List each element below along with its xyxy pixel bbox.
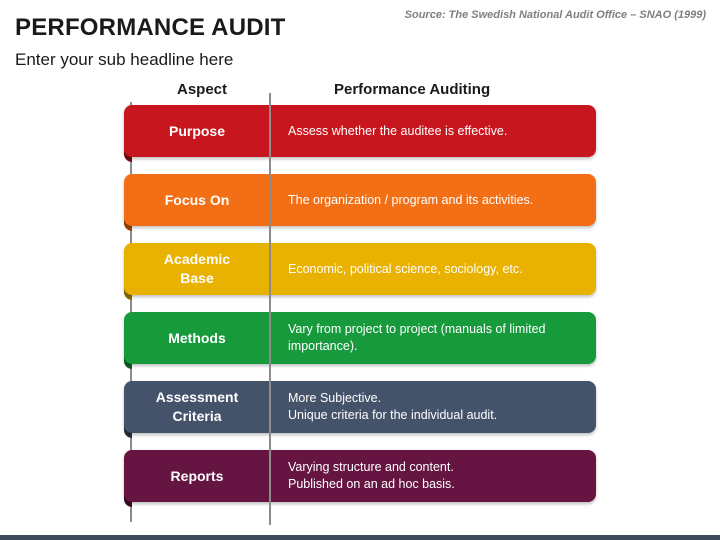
row-description: More Subjective. Unique criteria for the… xyxy=(288,391,498,422)
table-row: Focus On The organization / program and i… xyxy=(124,174,596,231)
row-description: Varying structure and content. Published… xyxy=(288,460,455,491)
table-row: Methods Vary from project to project (man… xyxy=(124,312,596,369)
row-bar: Purpose Assess whether the auditee is eff… xyxy=(124,105,596,157)
page-subtitle: Enter your sub headline here xyxy=(15,50,234,69)
table-row: Academic Base Economic, political science… xyxy=(124,243,596,300)
footer-bar xyxy=(0,535,720,540)
table-row: Purpose Assess whether the auditee is eff… xyxy=(124,105,596,162)
row-aspect-label: Methods xyxy=(168,329,226,346)
row-aspect-label: Reports xyxy=(170,467,224,484)
row-description: Economic, political science, sociology, … xyxy=(288,261,523,276)
table-row: Reports Varying structure and content. Pu… xyxy=(124,450,596,507)
row-aspect-label: Academic Base xyxy=(163,251,231,286)
row-bar: Methods Vary from project to project (man… xyxy=(124,312,596,364)
row-description: Vary from project to project (manuals of… xyxy=(288,322,546,353)
table-row: Assessment Criteria More Subjective. Uniq… xyxy=(124,381,596,438)
row-bar: Academic Base Economic, political science… xyxy=(124,243,596,295)
row-description: Assess whether the auditee is effective. xyxy=(288,123,508,138)
row-aspect-label: Focus On xyxy=(164,191,230,208)
source-note: Source: The Swedish National Audit Offic… xyxy=(404,9,706,21)
page-title: PERFORMANCE AUDIT xyxy=(15,14,286,41)
column-header-aspect: Aspect xyxy=(177,81,228,98)
row-description: The organization / program and its activ… xyxy=(288,192,534,207)
column-header-performance: Performance Auditing xyxy=(334,81,491,98)
row-bar: Reports Varying structure and content. Pu… xyxy=(124,450,596,502)
row-aspect-label: Assessment Criteria xyxy=(155,389,239,424)
row-aspect-label: Purpose xyxy=(168,122,225,139)
column-divider-line xyxy=(269,93,271,525)
row-bar: Focus On The organization / program and i… xyxy=(124,174,596,226)
row-bar: Assessment Criteria More Subjective. Uniq… xyxy=(124,381,596,433)
